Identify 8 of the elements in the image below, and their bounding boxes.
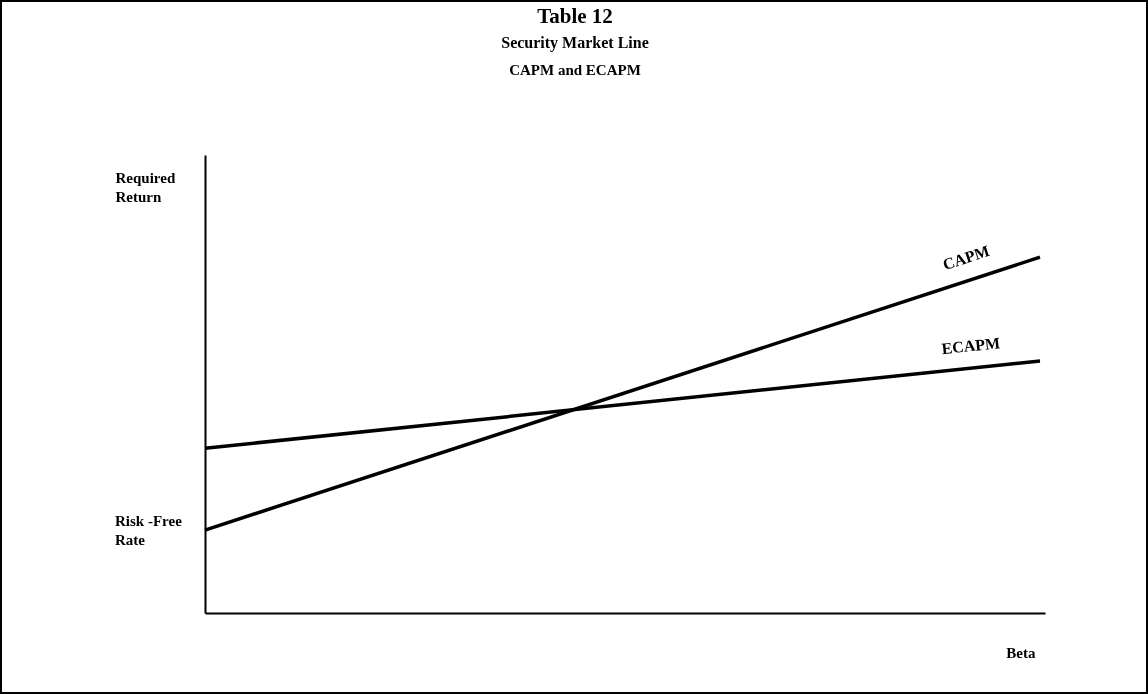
text: CAPM and ECAPM: [509, 62, 641, 78]
x-axis-title: Beta: [1006, 644, 1036, 661]
annotation: Risk -Free Rate: [115, 513, 183, 549]
chart-subtitle: Security Market Line: [501, 34, 649, 52]
chart-title: Table 12: [537, 4, 613, 28]
text: ECAPM: [940, 334, 1001, 358]
y-axis-title: Required Return: [115, 169, 176, 205]
text: CAPM: [940, 242, 992, 274]
